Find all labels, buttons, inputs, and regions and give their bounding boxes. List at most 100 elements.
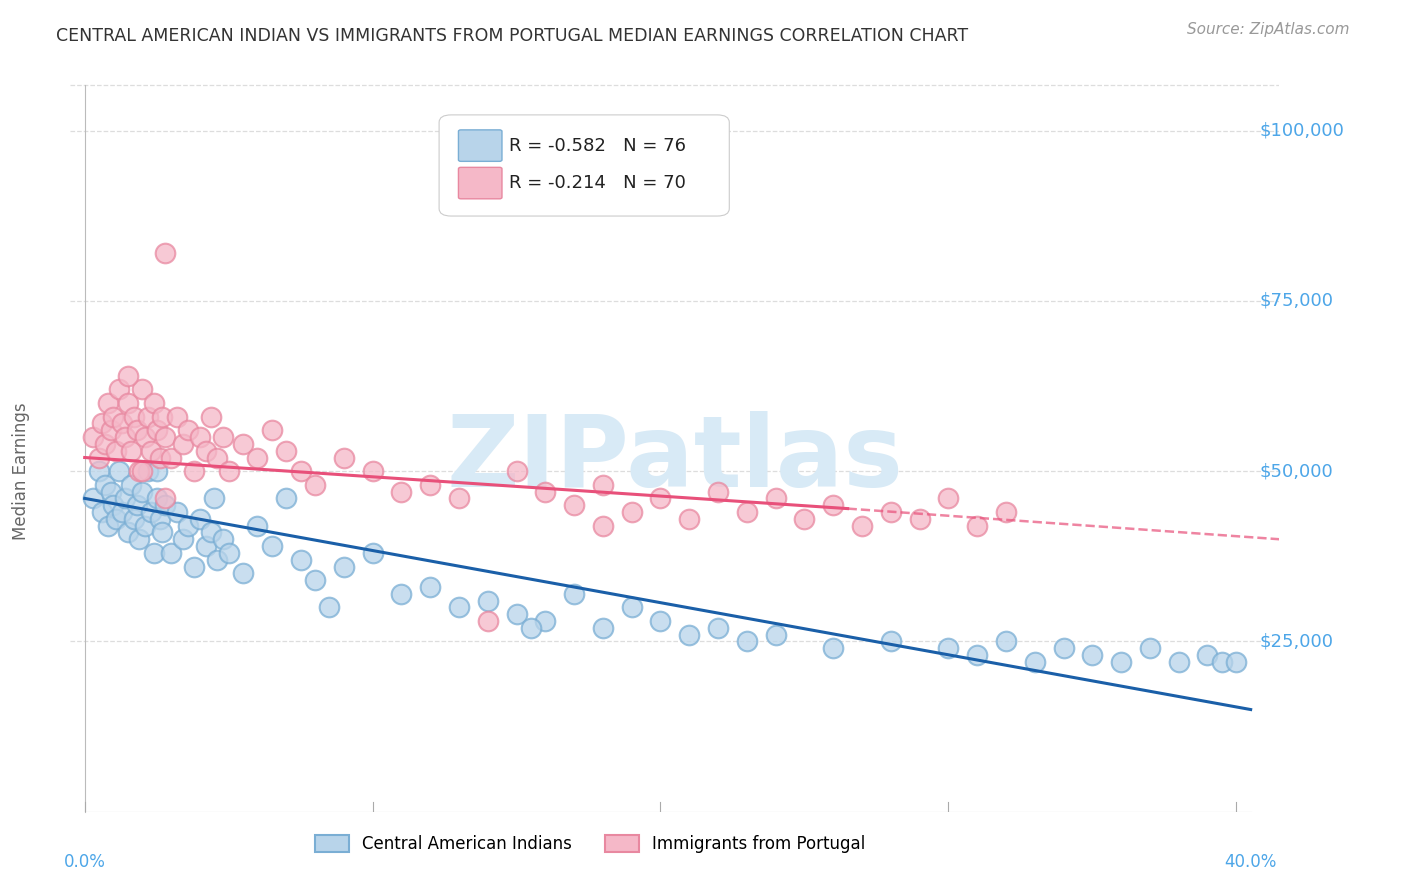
- Point: [120, 443, 142, 458]
- Text: Source: ZipAtlas.com: Source: ZipAtlas.com: [1187, 22, 1350, 37]
- Point: [1197, 648, 1219, 662]
- Point: [155, 491, 177, 506]
- Text: $75,000: $75,000: [1260, 292, 1333, 310]
- Point: [131, 383, 153, 397]
- Point: [505, 464, 527, 478]
- Text: 40.0%: 40.0%: [1225, 853, 1277, 871]
- Point: [166, 409, 188, 424]
- Point: [212, 533, 235, 547]
- Point: [260, 539, 283, 553]
- Point: [160, 450, 183, 465]
- Point: [122, 512, 145, 526]
- Point: [103, 498, 125, 512]
- Point: [142, 396, 165, 410]
- Point: [1052, 641, 1074, 656]
- Point: [125, 423, 148, 437]
- Point: [166, 505, 188, 519]
- Point: [765, 491, 787, 506]
- Point: [218, 464, 240, 478]
- Text: R = -0.214   N = 70: R = -0.214 N = 70: [509, 174, 686, 192]
- Point: [142, 546, 165, 560]
- Point: [103, 409, 125, 424]
- Point: [562, 587, 585, 601]
- Point: [1167, 655, 1189, 669]
- Point: [200, 525, 222, 540]
- Point: [707, 621, 730, 635]
- FancyBboxPatch shape: [458, 130, 502, 161]
- Point: [650, 614, 672, 628]
- Point: [91, 417, 114, 431]
- Point: [117, 368, 139, 383]
- Point: [131, 464, 153, 478]
- Text: $25,000: $25,000: [1260, 632, 1333, 650]
- Point: [966, 648, 988, 662]
- Point: [194, 443, 217, 458]
- Point: [145, 491, 167, 506]
- Point: [592, 518, 614, 533]
- Point: [152, 525, 174, 540]
- Point: [131, 484, 153, 499]
- Point: [148, 450, 170, 465]
- Point: [212, 430, 235, 444]
- Point: [87, 450, 110, 465]
- Point: [562, 498, 585, 512]
- Point: [87, 464, 110, 478]
- Point: [91, 505, 114, 519]
- Point: [419, 580, 441, 594]
- Point: [534, 484, 557, 499]
- Text: $100,000: $100,000: [1260, 121, 1344, 139]
- Point: [117, 396, 139, 410]
- Point: [145, 423, 167, 437]
- Point: [205, 450, 228, 465]
- Point: [177, 423, 200, 437]
- Point: [111, 505, 134, 519]
- Point: [246, 518, 269, 533]
- Point: [172, 437, 194, 451]
- Point: [678, 512, 700, 526]
- Point: [318, 600, 340, 615]
- Point: [793, 512, 815, 526]
- Point: [172, 533, 194, 547]
- FancyBboxPatch shape: [439, 115, 730, 216]
- Point: [148, 512, 170, 526]
- Point: [994, 634, 1017, 648]
- Point: [97, 396, 120, 410]
- Point: [477, 593, 499, 607]
- Point: [966, 518, 988, 533]
- Point: [105, 443, 128, 458]
- Point: [276, 443, 298, 458]
- Point: [735, 634, 758, 648]
- Point: [994, 505, 1017, 519]
- Point: [304, 477, 326, 491]
- Point: [200, 409, 222, 424]
- Point: [128, 533, 150, 547]
- Point: [447, 491, 470, 506]
- Text: ZIPatlas: ZIPatlas: [447, 411, 903, 508]
- Point: [333, 450, 356, 465]
- Point: [1109, 655, 1132, 669]
- Point: [389, 484, 412, 499]
- Point: [205, 552, 228, 566]
- Point: [188, 512, 211, 526]
- Point: [155, 246, 177, 260]
- Point: [880, 505, 903, 519]
- Point: [1139, 641, 1161, 656]
- Point: [202, 491, 225, 506]
- Point: [94, 437, 117, 451]
- Point: [128, 464, 150, 478]
- Point: [183, 464, 205, 478]
- Point: [100, 423, 122, 437]
- Point: [880, 634, 903, 648]
- Point: [82, 430, 104, 444]
- Point: [232, 437, 254, 451]
- Text: $50,000: $50,000: [1260, 462, 1333, 480]
- Point: [620, 505, 643, 519]
- Point: [765, 627, 787, 641]
- Point: [122, 409, 145, 424]
- Point: [707, 484, 730, 499]
- Point: [97, 518, 120, 533]
- Point: [155, 498, 177, 512]
- Point: [447, 600, 470, 615]
- Point: [260, 423, 283, 437]
- Point: [139, 443, 162, 458]
